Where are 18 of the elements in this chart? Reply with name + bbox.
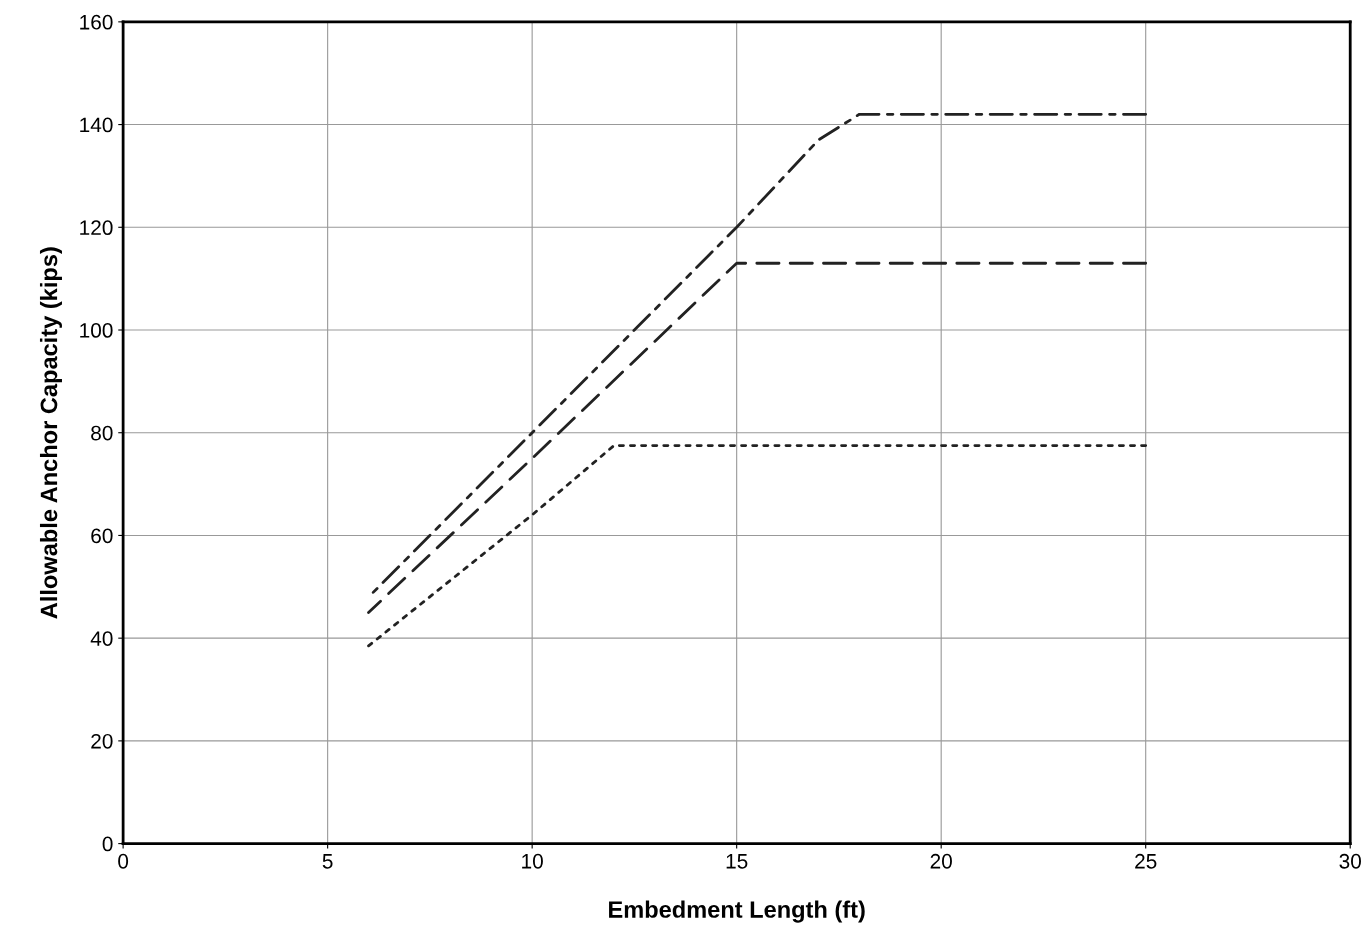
y-tick-label: 20 [91,733,113,749]
y-tick-label: 40 [90,631,113,646]
x-axis-title: Embedment Length (ft) [609,900,865,923]
x-tick-label: 5 [322,854,333,869]
y-tick-label: 160 [80,14,113,30]
x-tick-label: 25 [1135,853,1157,869]
x-tick-label: 0 [118,853,129,869]
y-tick-label: 60 [91,528,113,544]
y-tick-label: 0 [102,836,113,852]
y-tick-label: 120 [80,220,113,236]
x-tick-label: 20 [930,853,952,869]
y-tick-label: 80 [91,425,113,441]
x-tick-label: 10 [522,853,543,869]
x-tick-label: 30 [1339,853,1361,869]
x-tick-label: 15 [726,854,748,869]
y-tick-label: 140 [80,117,113,133]
y-tick-label: 100 [80,323,113,338]
y-axis-title: Allowable Anchor Capacity (kips) [39,247,62,619]
